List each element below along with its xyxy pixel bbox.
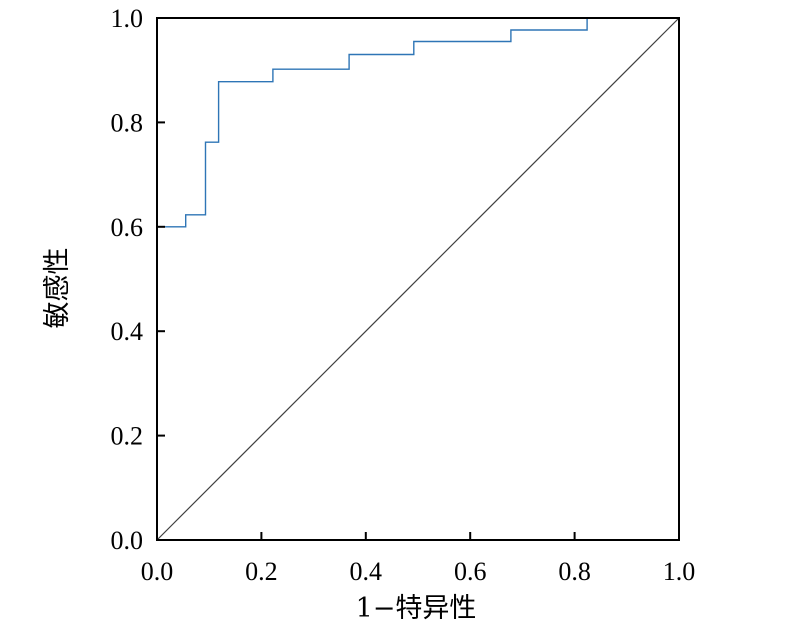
plot-frame: [156, 17, 680, 541]
reference-diagonal-line: [156, 17, 680, 541]
y-tick-label: 0.8: [111, 108, 144, 137]
x-tick-label: 1.0: [663, 557, 696, 586]
x-tick-label: 0.2: [245, 557, 278, 586]
y-axis-title: 敏感性: [42, 248, 73, 329]
y-axis-ticks: 0.0 0.2 0.4 0.6 0.8 1.0: [111, 4, 165, 555]
y-tick-label: 0.6: [111, 213, 144, 242]
y-tick-label: 0.2: [111, 422, 144, 451]
x-tick-label: 0.8: [558, 557, 591, 586]
x-tick-label: 0.0: [141, 557, 174, 586]
roc-curve: [156, 17, 679, 540]
y-tick-label: 1.0: [111, 4, 144, 33]
y-tick-label: 0.0: [111, 526, 144, 555]
x-axis-title: 1−特异性: [356, 593, 477, 624]
x-axis-ticks: 0.0 0.2 0.4 0.6 0.8 1.0: [141, 532, 696, 586]
plot-area: [156, 17, 680, 541]
y-tick-label: 0.4: [111, 317, 144, 346]
x-tick-label: 0.4: [350, 557, 383, 586]
x-tick-label: 0.6: [454, 557, 487, 586]
